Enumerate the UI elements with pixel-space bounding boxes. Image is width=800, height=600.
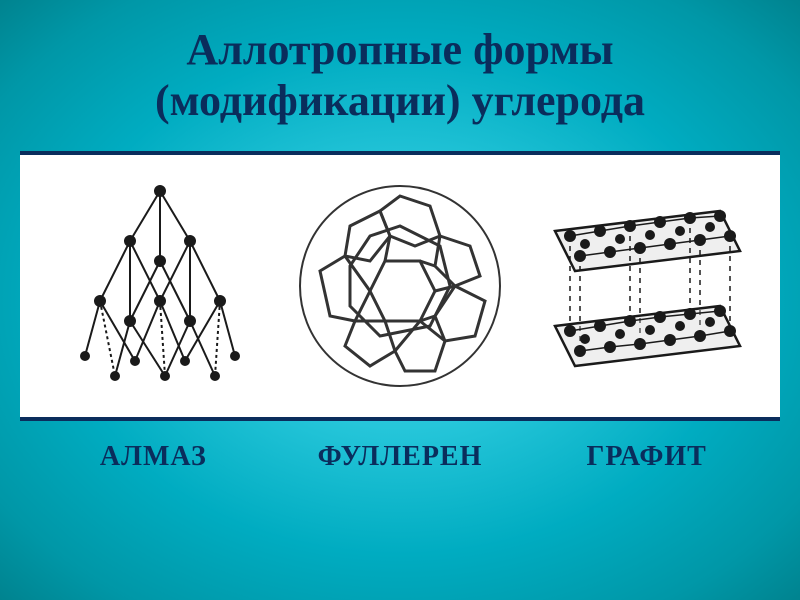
graphite-label: ГРАФИТ xyxy=(523,441,770,473)
diagram-panel xyxy=(20,151,780,421)
title-line-1: Аллотропные формы xyxy=(186,25,613,74)
fullerene-diagram xyxy=(280,165,520,407)
labels-row: АЛМАЗ ФУЛЛЕРЕН ГРАФИТ xyxy=(0,441,800,473)
title-line-2: (модификации) углерода xyxy=(155,76,645,125)
diamond-diagram xyxy=(40,165,280,407)
graphite-diagram xyxy=(520,165,760,407)
fullerene-label: ФУЛЛЕРЕН xyxy=(277,441,524,473)
slide-title: Аллотропные формы (модификации) углерода xyxy=(0,0,800,141)
diamond-label: АЛМАЗ xyxy=(30,441,277,473)
